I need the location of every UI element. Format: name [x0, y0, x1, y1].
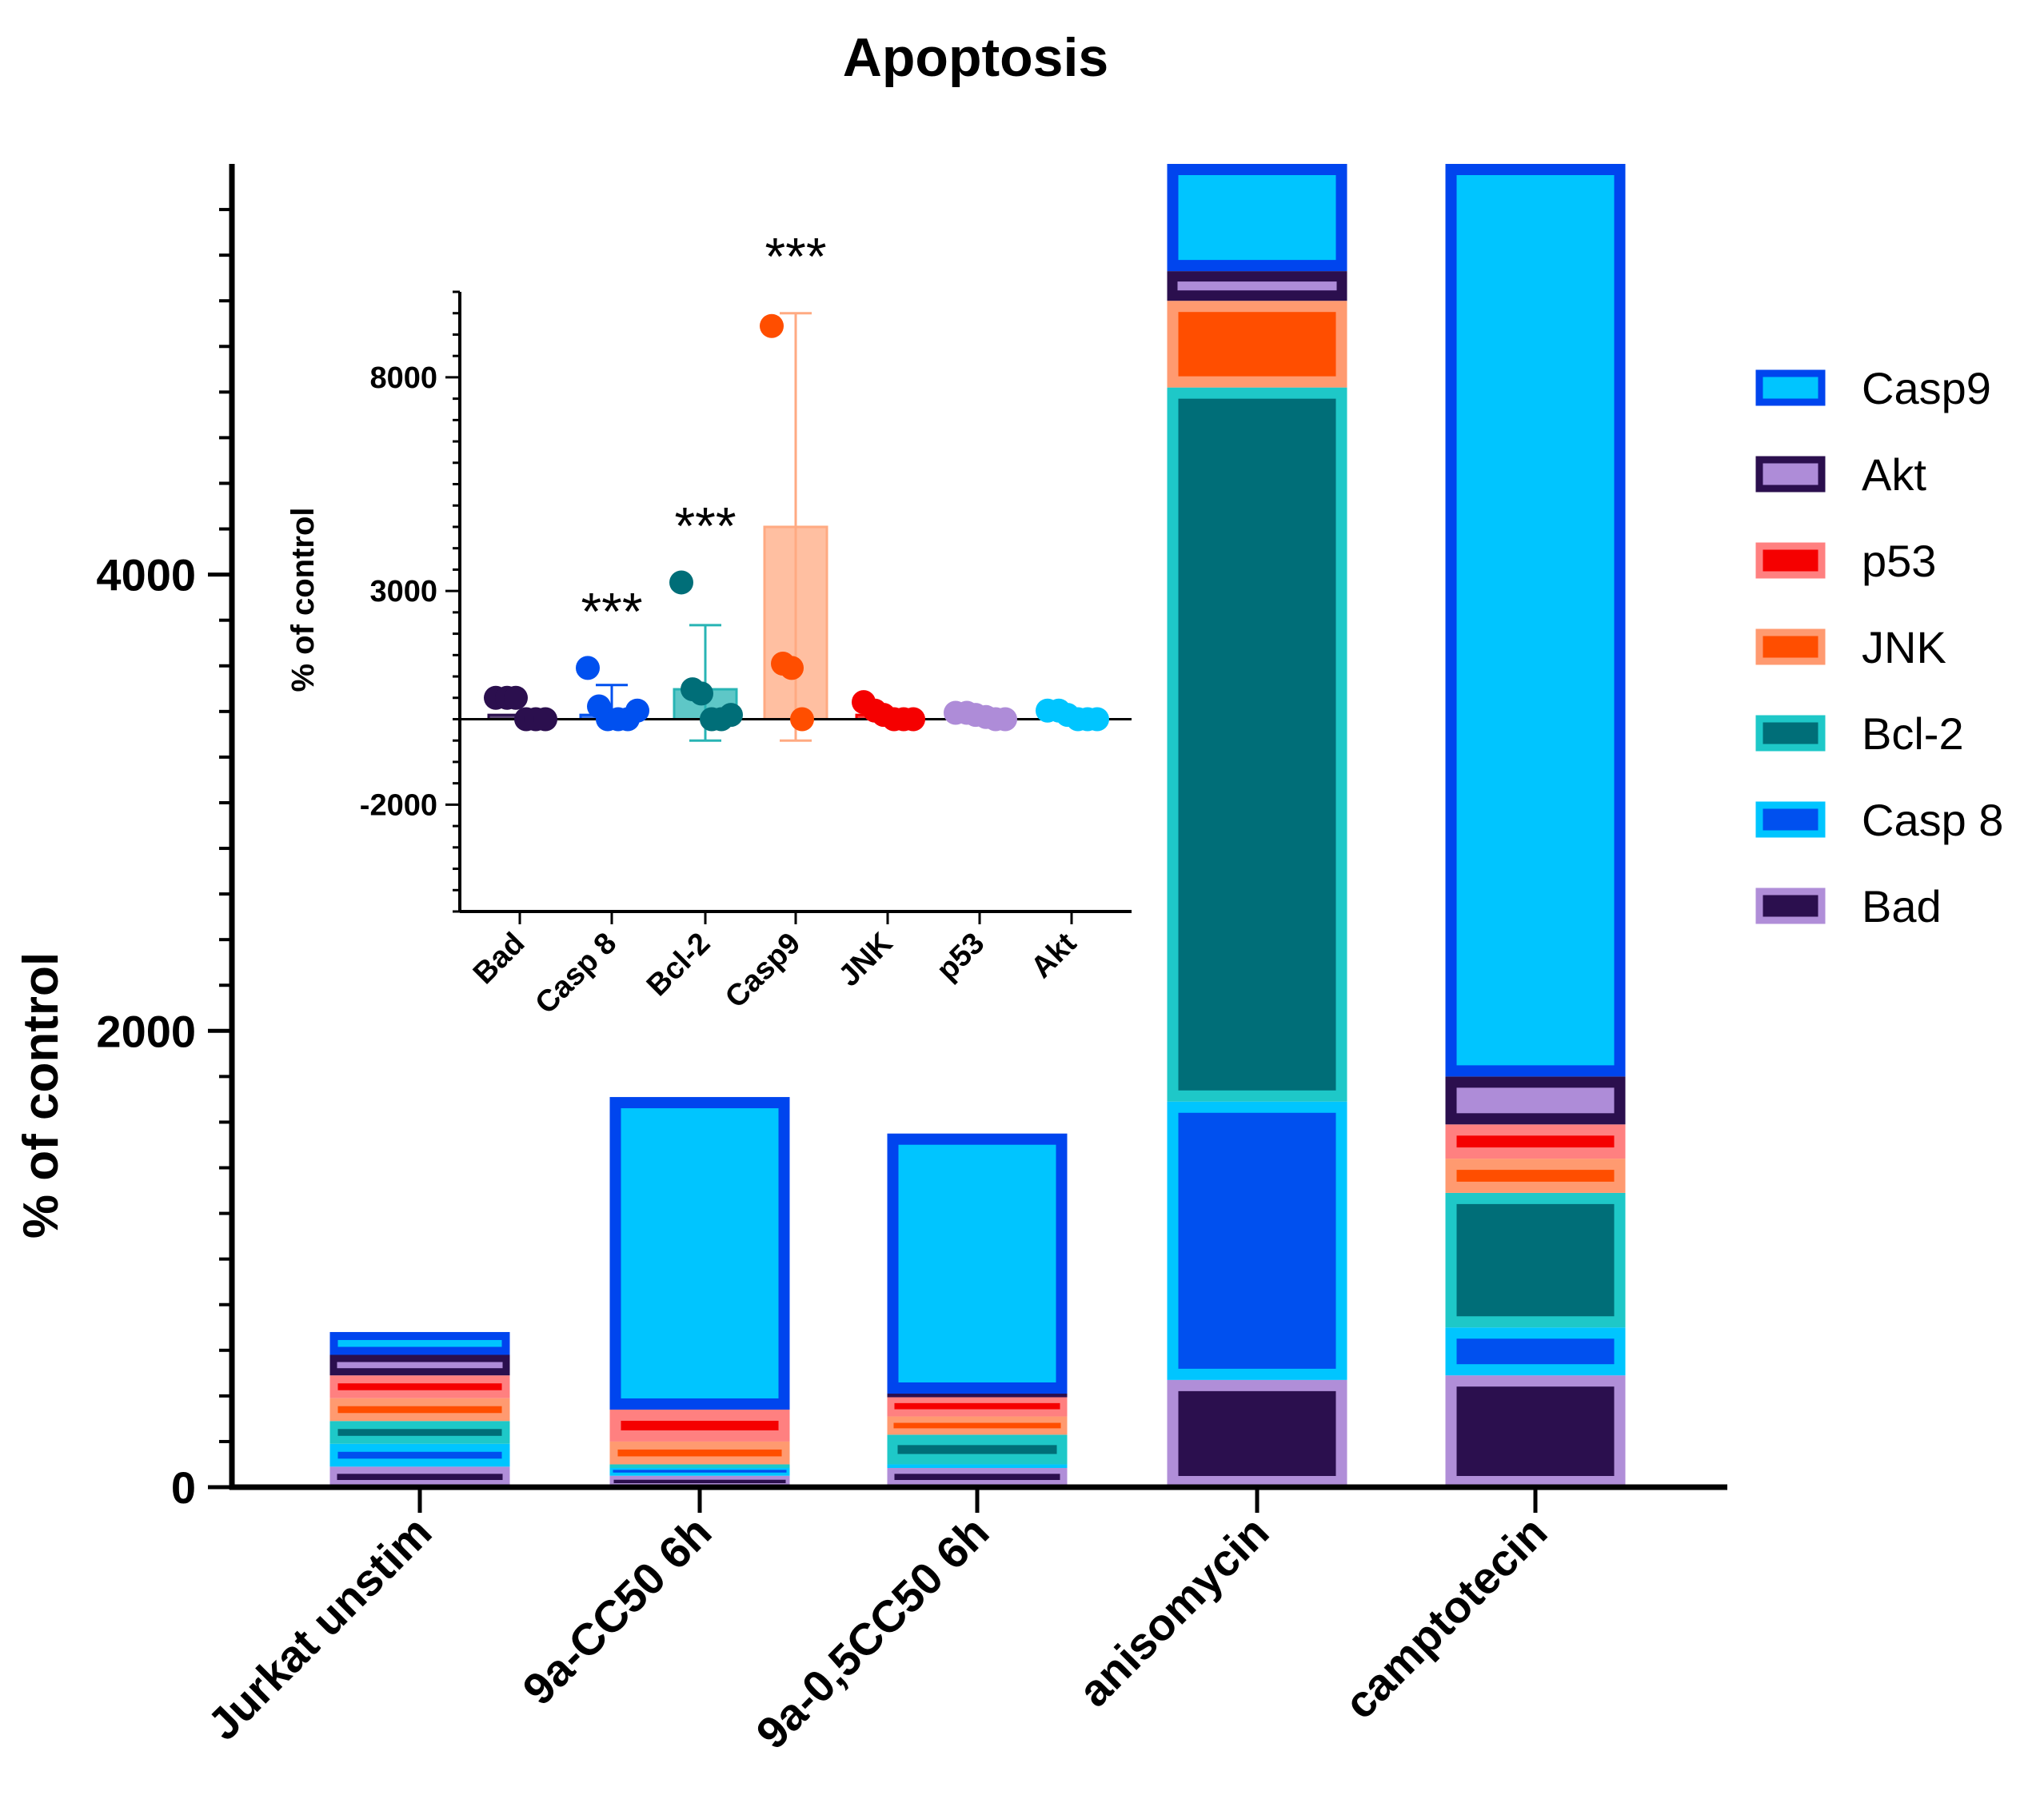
inset-point-casp-8	[576, 656, 600, 680]
legend-label-casp-8: Casp 8	[1862, 795, 2003, 845]
inset-x-tick-label-casp-8: Casp 8	[529, 927, 624, 1021]
bar-segment-anisomycin-akt	[1167, 271, 1347, 301]
bar-segment-camptotecin-akt	[1445, 1076, 1626, 1125]
legend-swatch-bad	[1755, 888, 1826, 924]
bar-segment-jurkat-unstim-akt	[329, 1354, 510, 1376]
legend-swatch-casp9	[1755, 369, 1826, 406]
inset-x-tick-label-bcl-2: Bcl-2	[641, 927, 717, 1003]
chart-title: Apoptosis	[843, 27, 1108, 88]
legend-label-akt: Akt	[1862, 449, 1926, 500]
bar-segment-9a-0-5cc50-6h-jnk	[887, 1416, 1068, 1435]
bar-segment-anisomycin-casp9	[1167, 164, 1347, 272]
inset-y-tick-label: -2000	[360, 788, 437, 822]
legend-label-casp9: Casp9	[1862, 363, 1991, 413]
inset-point-bcl-2	[719, 703, 743, 728]
x-tick-label-9a-cc50-6h: 9a-CC50 6h	[513, 1506, 721, 1714]
bar-segment-camptotecin-p53	[1445, 1124, 1626, 1159]
inset-point-jnk	[901, 707, 925, 732]
bar-segment-jurkat-unstim-bad	[329, 1466, 510, 1487]
inset-point-akt	[1085, 707, 1109, 732]
main-y-tick-label: 4000	[96, 550, 196, 600]
inset-significance-casp-8: ***	[581, 581, 642, 640]
legend-swatch-jnk	[1755, 628, 1826, 665]
legend-swatch-p53	[1755, 542, 1826, 579]
x-tick-label-9a-0-5cc50-6h: 9a-0,5CC50 6h	[746, 1506, 998, 1758]
legend-label-bcl-2: Bcl-2	[1862, 708, 1964, 759]
inset-point-p53	[993, 707, 1017, 732]
bar-segment-jurkat-unstim-casp-8	[329, 1443, 510, 1467]
inset-y-tick-label: 3000	[369, 575, 437, 608]
bar-segment-camptotecin-bad	[1445, 1375, 1626, 1487]
inset-x-tick-label-jnk: JNK	[832, 926, 900, 993]
inset-y-tick-label: 8000	[369, 361, 437, 395]
bar-segment-camptotecin-jnk	[1445, 1159, 1626, 1193]
inset-point-bad	[504, 685, 528, 710]
bar-segment-jurkat-unstim-bcl-2	[329, 1421, 510, 1444]
main-y-tick-label: 2000	[96, 1006, 196, 1056]
bar-segment-9a-0-5cc50-6h-bad	[887, 1466, 1068, 1487]
legend-label-jnk: JNK	[1862, 622, 1946, 672]
bar-segment-anisomycin-jnk	[1167, 301, 1347, 388]
bar-segment-camptotecin-bcl-2	[1445, 1192, 1626, 1328]
bar-segment-9a-0-5cc50-6h-p53	[887, 1395, 1068, 1417]
legend-label-bad: Bad	[1862, 881, 1942, 931]
bar-segment-jurkat-unstim-p53	[329, 1375, 510, 1398]
bar-segment-9a-cc50-6h-jnk	[609, 1441, 790, 1465]
legend-label-p53: p53	[1862, 536, 1936, 586]
inset-x-tick-label-casp9: Casp9	[719, 927, 807, 1015]
bar-segment-anisomycin-bad	[1167, 1379, 1347, 1488]
main-y-tick-label: 0	[171, 1462, 196, 1513]
bar-segment-anisomycin-bcl-2	[1167, 387, 1347, 1102]
x-tick-label-camptotecin: camptotecin	[1335, 1506, 1557, 1729]
bar-segment-9a-cc50-6h-casp9	[609, 1097, 790, 1410]
bar-segment-9a-0-5cc50-6h-akt	[887, 1394, 1068, 1398]
legend: Casp9 Akt p53 JNK Bcl-2 Casp 8 Bad	[1755, 363, 2003, 931]
inset-point-casp9	[760, 313, 784, 338]
inset-point-bcl-2	[669, 570, 693, 595]
x-tick-label-anisomycin: anisomycin	[1068, 1506, 1278, 1716]
main-bars-group	[329, 164, 1626, 1488]
legend-swatch-bcl-2	[1755, 715, 1826, 752]
inset-point-bad	[533, 707, 557, 732]
main-y-axis-label: % of control	[14, 952, 69, 1239]
inset-y-axis-label: % of control	[285, 507, 321, 692]
bar-segment-9a-cc50-6h-casp-8	[609, 1466, 790, 1476]
bar-segment-9a-cc50-6h-bad	[609, 1475, 790, 1487]
legend-swatch-casp-8	[1755, 801, 1826, 838]
legend-swatch-akt	[1755, 456, 1826, 493]
bar-segment-jurkat-unstim-casp9	[329, 1331, 510, 1355]
inset-significance-bcl-2: ***	[674, 496, 736, 555]
bar-segment-9a-cc50-6h-p53	[609, 1409, 790, 1442]
inset-point-casp-8	[625, 698, 649, 723]
bar-segment-camptotecin-casp-8	[1445, 1327, 1626, 1376]
inset-point-casp9	[790, 707, 814, 732]
inset-x-tick-label-p53: p53	[930, 927, 991, 987]
x-tick-label-jurkat-unstim: Jurkat unstim	[198, 1506, 441, 1749]
inset-significance-casp9: ***	[765, 227, 826, 286]
bar-segment-camptotecin-casp9	[1445, 164, 1626, 1077]
bar-segment-jurkat-unstim-jnk	[329, 1398, 510, 1422]
bar-segment-9a-0-5cc50-6h-casp9	[887, 1133, 1068, 1394]
inset-x-tick-label-akt: Akt	[1024, 926, 1083, 984]
inset-point-casp9	[780, 656, 804, 680]
bar-segment-9a-0-5cc50-6h-bcl-2	[887, 1434, 1068, 1465]
bar-segment-anisomycin-casp-8	[1167, 1101, 1347, 1380]
inset-point-bcl-2	[689, 681, 713, 706]
inset-x-tick-label-bad: Bad	[467, 927, 531, 991]
